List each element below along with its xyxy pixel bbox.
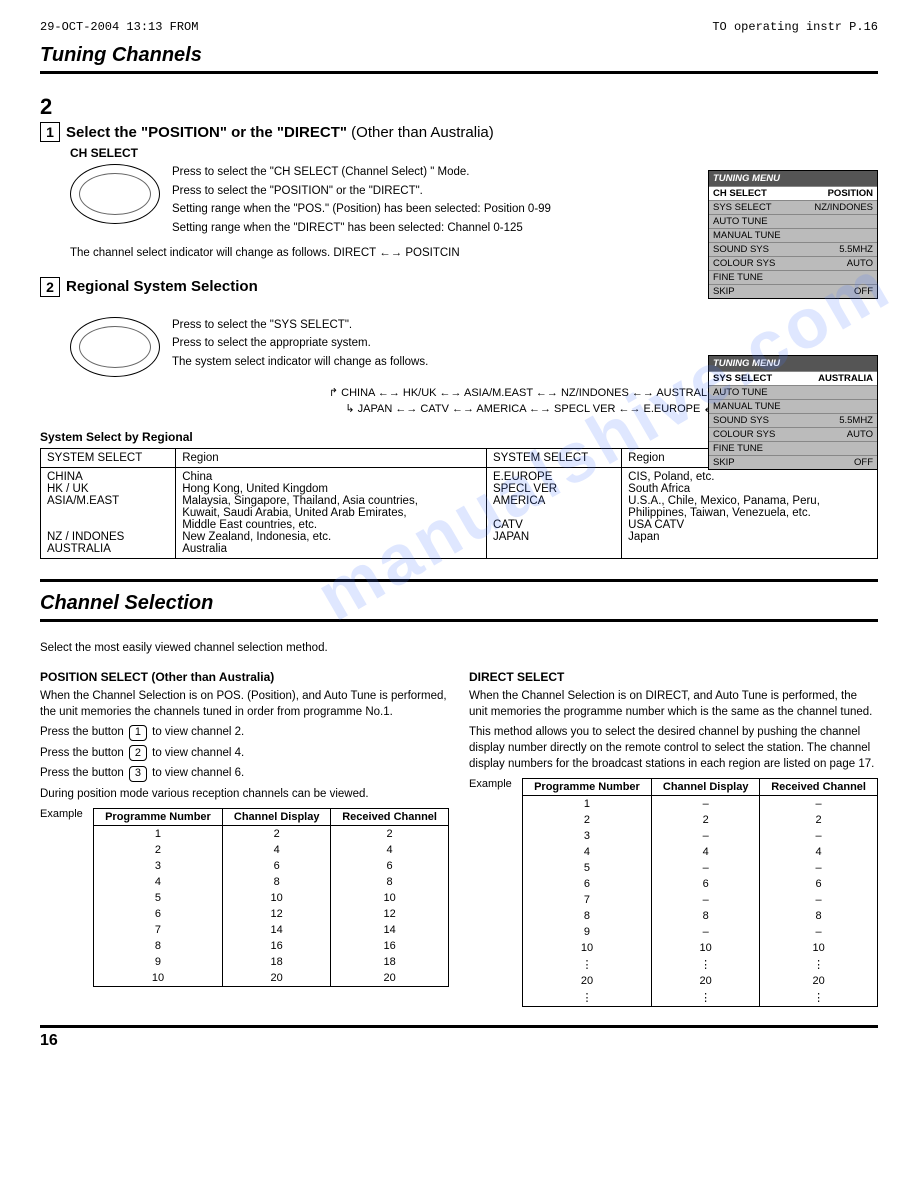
button-2-icon: 2 (129, 745, 147, 761)
left-example: Example Programme NumberChannel DisplayR… (40, 808, 449, 987)
instr-line: Press to select the appropriate system. (172, 335, 428, 352)
step-box-2: 2 (40, 277, 60, 297)
title-tuning-channels: Tuning Channels (40, 44, 878, 74)
ch-select-label: CH SELECT (70, 146, 878, 160)
position-select-heading: POSITION SELECT (Other than Australia) (40, 670, 449, 684)
txt: Press the button (40, 767, 127, 779)
step-box-1: 1 (40, 122, 60, 142)
txt: to view channel 6. (149, 767, 244, 779)
left-p2: During position mode various reception c… (40, 786, 449, 802)
right-example: Example Programme NumberChannel DisplayR… (469, 778, 878, 1007)
press-line: Press the button 3 to view channel 6. (40, 765, 449, 782)
left-column: POSITION SELECT (Other than Australia) W… (40, 662, 449, 1007)
direct-select-heading: DIRECT SELECT (469, 670, 878, 684)
step-2-instructions: Press to select the "SYS SELECT". Press … (172, 317, 428, 373)
title-channel-selection: Channel Selection (40, 592, 878, 622)
instr-line: Press to select the "CH SELECT (Channel … (172, 164, 551, 181)
page-number: 16 (40, 1032, 878, 1050)
right-column: DIRECT SELECT When the Channel Selection… (469, 662, 878, 1007)
left-prog-table: Programme NumberChannel DisplayReceived … (93, 808, 449, 987)
txt: to view channel 4. (149, 747, 244, 759)
knob-icon (70, 317, 160, 377)
bottom-divider (40, 1025, 878, 1028)
knob-icon (70, 164, 160, 224)
section-number: 2 (40, 94, 878, 120)
txt: Press the button (40, 747, 127, 759)
step-2-title: Regional System Selection (66, 278, 258, 295)
txt: to view channel 2. (149, 726, 244, 738)
instr-line: The system select indicator will change … (172, 354, 428, 371)
instr-line: Setting range when the "POS." (Position)… (172, 201, 551, 218)
button-1-icon: 1 (129, 725, 147, 741)
fax-right: TO operating instr P.16 (712, 20, 878, 34)
instr-line: Press to select the "SYS SELECT". (172, 317, 428, 334)
fax-header: 29-OCT-2004 13:13 FROM TO operating inst… (40, 20, 878, 34)
instr-line: Setting range when the "DIRECT" has been… (172, 220, 551, 237)
step-1-instructions: Press to select the "CH SELECT (Channel … (172, 164, 551, 239)
step-1-title: Select the "POSITION" or the "DIRECT" (O… (66, 124, 494, 141)
right-p1: When the Channel Selection is on DIRECT,… (469, 688, 878, 720)
step-1-bold: Select the "POSITION" or the "DIRECT" (66, 124, 347, 141)
divider (40, 579, 878, 582)
fax-left: 29-OCT-2004 13:13 FROM (40, 20, 198, 34)
instr-line: Press to select the "POSITION" or the "D… (172, 183, 551, 200)
two-column-layout: POSITION SELECT (Other than Australia) W… (40, 662, 878, 1007)
osd-menu-1: TUNING MENUCH SELECTPOSITIONSYS SELECTNZ… (708, 170, 878, 299)
right-prog-table: Programme NumberChannel DisplayReceived … (522, 778, 878, 1007)
button-3-icon: 3 (129, 766, 147, 782)
step-1-paren: (Other than Australia) (347, 124, 494, 141)
example-label: Example (40, 808, 83, 820)
right-p2: This method allows you to select the des… (469, 724, 878, 772)
left-p1: When the Channel Selection is on POS. (P… (40, 688, 449, 720)
osd-menu-2: TUNING MENUSYS SELECTAUSTRALIAAUTO TUNEM… (708, 355, 878, 470)
example-label: Example (469, 778, 512, 790)
press-line: Press the button 2 to view channel 4. (40, 745, 449, 762)
step-1-header: 1 Select the "POSITION" or the "DIRECT" … (40, 122, 878, 142)
intro-text: Select the most easily viewed channel se… (40, 642, 878, 654)
txt: Press the button (40, 726, 127, 738)
press-line: Press the button 1 to view channel 2. (40, 724, 449, 741)
